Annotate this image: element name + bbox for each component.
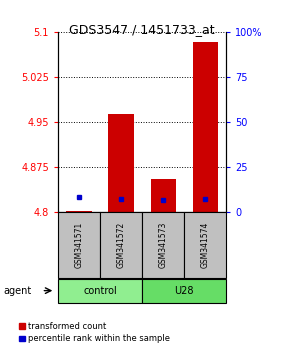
Bar: [100, 212, 142, 278]
Bar: [193, 42, 218, 212]
Text: GSM341574: GSM341574: [201, 222, 210, 268]
Legend: transformed count, percentile rank within the sample: transformed count, percentile rank withi…: [19, 322, 170, 343]
Text: GSM341573: GSM341573: [159, 222, 168, 268]
Bar: [66, 211, 92, 212]
Bar: [58, 279, 142, 303]
Bar: [58, 212, 100, 278]
Text: control: control: [83, 286, 117, 296]
Bar: [142, 279, 226, 303]
Text: U28: U28: [174, 286, 194, 296]
Text: GSM341571: GSM341571: [75, 222, 84, 268]
Text: GDS3547 / 1451733_at: GDS3547 / 1451733_at: [69, 23, 215, 36]
Text: agent: agent: [3, 286, 31, 296]
Bar: [151, 179, 176, 212]
Bar: [142, 212, 184, 278]
Bar: [108, 114, 134, 212]
Bar: [184, 212, 226, 278]
Text: GSM341572: GSM341572: [117, 222, 126, 268]
